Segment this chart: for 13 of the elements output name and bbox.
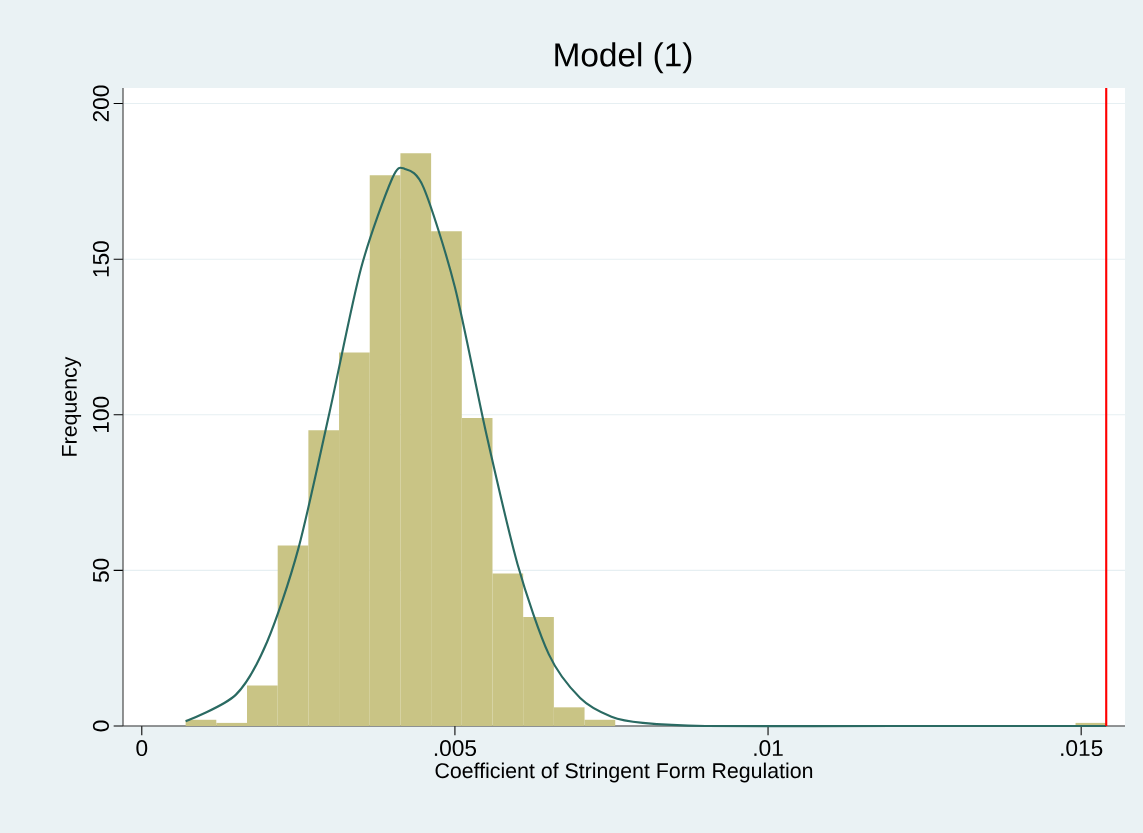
y-tick-label: 150 <box>92 241 109 277</box>
line-series <box>184 166 1108 728</box>
y-tick-label: 50 <box>92 558 109 583</box>
x-tick-label: .015 <box>1061 740 1103 757</box>
y-tick-label: 200 <box>92 85 109 122</box>
x-tick-label: .01 <box>754 740 783 757</box>
y-tick-label: 0 <box>92 720 109 732</box>
y-axis-title: Frequency <box>61 356 82 456</box>
x-axis-title: Coefficient of Stringent Form Regulation <box>435 762 813 783</box>
x-tick-label: 0 <box>136 740 148 757</box>
x-tick-label: .005 <box>434 740 477 757</box>
y-tick-label: 100 <box>92 396 109 432</box>
chart-title: Model (1) <box>555 42 692 74</box>
